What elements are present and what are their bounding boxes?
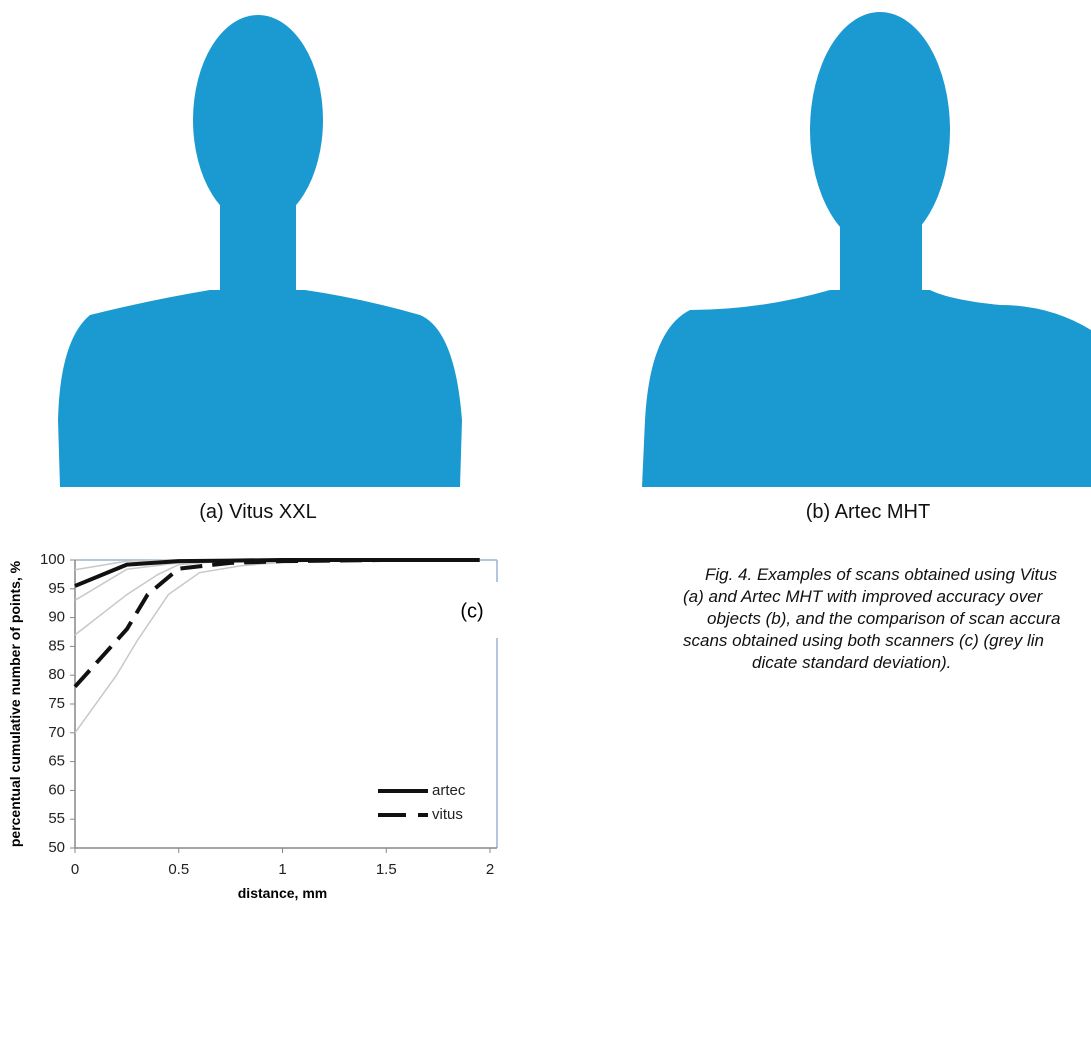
x-tick-label: 0 (71, 861, 79, 878)
scan-artec (642, 12, 1091, 487)
series-line (74, 558, 480, 588)
caption-line: dicate standard deviation). (752, 653, 951, 672)
y-tick-label: 95 (48, 580, 65, 597)
y-tick-label: 55 (48, 810, 65, 827)
caption-line: scans obtained using both scanners (c) (… (683, 631, 1044, 650)
x-tick-label: 0.5 (168, 861, 189, 878)
figure-caption: Fig. 4. Examples of scans obtained using… (683, 565, 1060, 672)
y-tick-label: 90 (48, 609, 65, 626)
caption-line: (a) and Artec MHT with improved accuracy… (683, 587, 1044, 606)
std-line (74, 559, 335, 734)
panel-caption: (a) Vitus XXL (199, 501, 316, 523)
caption-line: Fig. 4. Examples of scans obtained using… (705, 565, 1058, 584)
y-tick-label: 85 (48, 637, 65, 654)
y-tick-label: 70 (48, 724, 65, 741)
scan-vitus (58, 15, 462, 487)
x-tick-label: 1.5 (376, 861, 397, 878)
y-tick-label: 100 (40, 551, 65, 568)
panel-caption: (b) Artec MHT (806, 501, 930, 523)
y-tick-label: 50 (48, 839, 65, 856)
chart: 50 55 60 65 70 75 80 85 90 95 100 0 0.5 1 1.5 2 distance… (7, 551, 502, 901)
annotation-box (442, 582, 502, 638)
series-line (73, 558, 480, 689)
legend-label: artec (432, 782, 466, 799)
legend-label: vitus (432, 806, 463, 823)
caption-line: objects (b), and the comparison of scan … (707, 609, 1060, 628)
y-tick-label: 60 (48, 781, 65, 798)
x-tick-label: 2 (486, 861, 494, 878)
y-axis-label: percentual cumulative number of points, … (7, 560, 23, 847)
y-tick-label: 80 (48, 666, 65, 683)
x-tick-label: 1 (278, 861, 286, 878)
y-tick-label: 65 (48, 753, 65, 770)
y-tick-label: 75 (48, 695, 65, 712)
x-axis-label: distance, mm (238, 885, 327, 901)
annotation: (c) (460, 600, 483, 622)
